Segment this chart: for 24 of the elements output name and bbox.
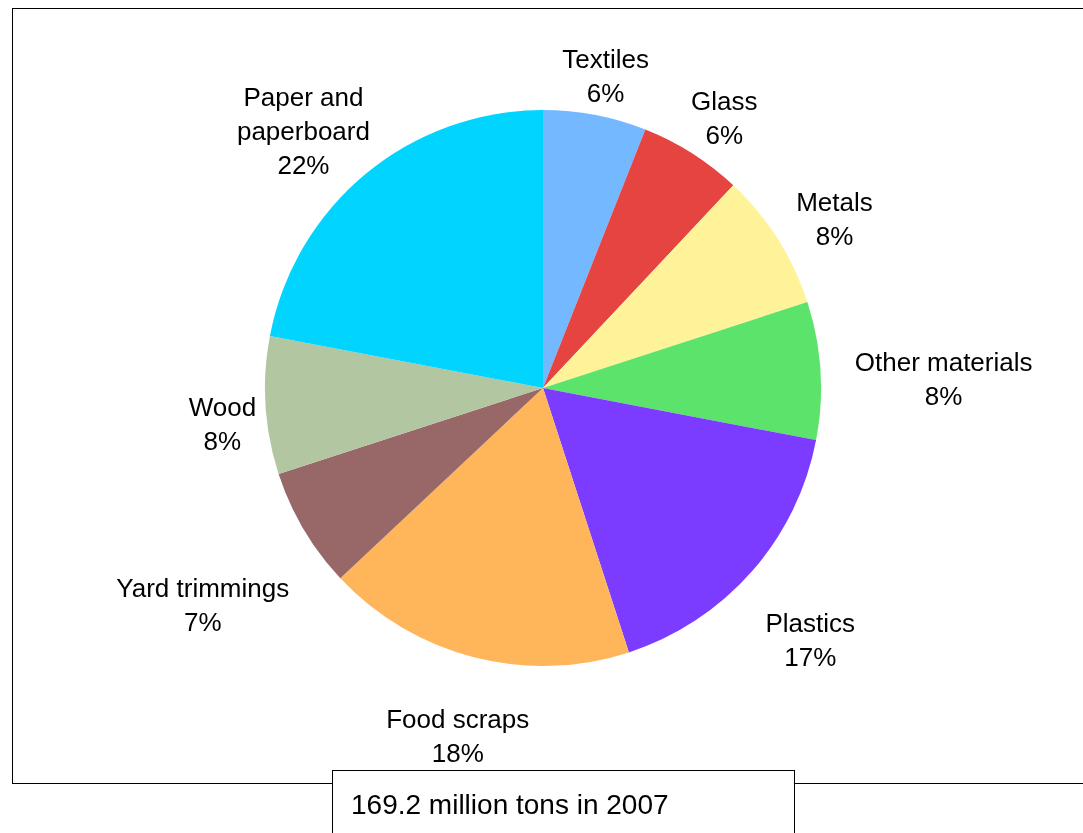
text: 169.2 million tons in 2007 — [332, 770, 795, 833]
slice-label: Textiles — [562, 43, 649, 74]
pie-slice — [543, 110, 646, 388]
slice-label: Wood — [188, 392, 257, 423]
pie-slice — [265, 335, 543, 474]
pie-slice — [340, 388, 629, 666]
data-label: 8% — [815, 221, 854, 252]
data-label: 7% — [183, 607, 222, 638]
data-label: 6% — [705, 120, 744, 151]
slice-label: Other materials — [854, 346, 1033, 377]
slice-label: Food scraps — [386, 704, 530, 735]
data-label: 6% — [586, 77, 625, 108]
slice-label: Glass — [691, 86, 758, 117]
pie-slice — [278, 388, 543, 579]
data-label: 18% — [431, 738, 484, 769]
slice-label: Yard trimmings — [116, 573, 290, 604]
data-label: 8% — [203, 426, 242, 457]
slice-label: Metals — [796, 187, 873, 218]
slice-label: Plastics — [765, 607, 856, 638]
data-label: 8% — [924, 380, 963, 411]
slice-label: Paper and paperboard — [236, 82, 370, 147]
data-label: 17% — [784, 641, 837, 672]
data-label: 22% — [277, 150, 330, 181]
pie-slice — [543, 302, 821, 441]
